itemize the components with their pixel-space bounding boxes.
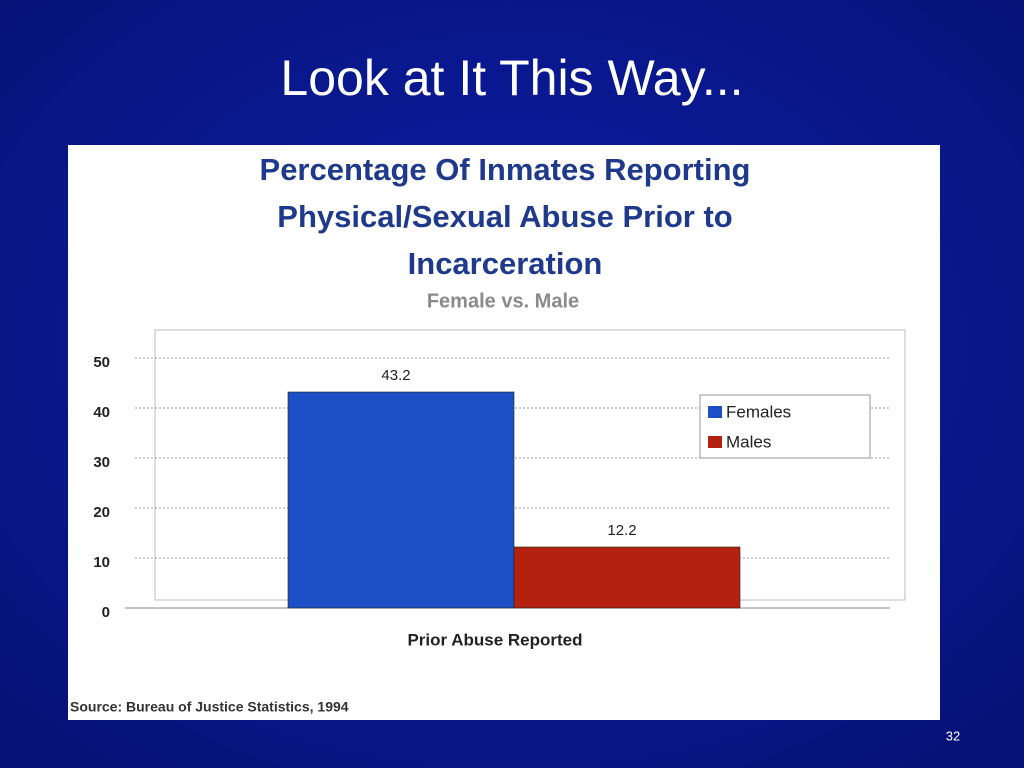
slide-title: Look at It This Way... [280,50,743,106]
data-label: 43.2 [381,367,410,384]
legend-swatch [708,436,722,448]
legend-label: Females [726,402,791,421]
data-label: 12.2 [607,522,636,539]
legend-box [699,394,871,459]
y-tick-label: 40 [93,404,110,421]
bar [513,546,741,609]
y-tick-label: 10 [93,554,110,571]
x-tick-label: Prior Abuse Reported [407,630,582,649]
legend-swatch [708,406,722,418]
y-tick-label: 30 [93,454,110,471]
y-tick-label: 20 [93,504,110,521]
chart-title-text: Percentage Of Inmates Reporting Physical/… [260,152,751,281]
source-note: Source: Bureau of Justice Statistics, 19… [70,699,349,715]
chart-title: Percentage Of Inmates Reporting Physical/… [260,152,751,281]
y-tick-label: 0 [102,604,110,621]
bar [287,391,515,609]
slide-number: 32 [946,728,960,743]
chart-subtitle: Female vs. Male [427,290,579,312]
y-tick-label: 50 [93,354,110,371]
legend-label: Males [726,432,771,451]
